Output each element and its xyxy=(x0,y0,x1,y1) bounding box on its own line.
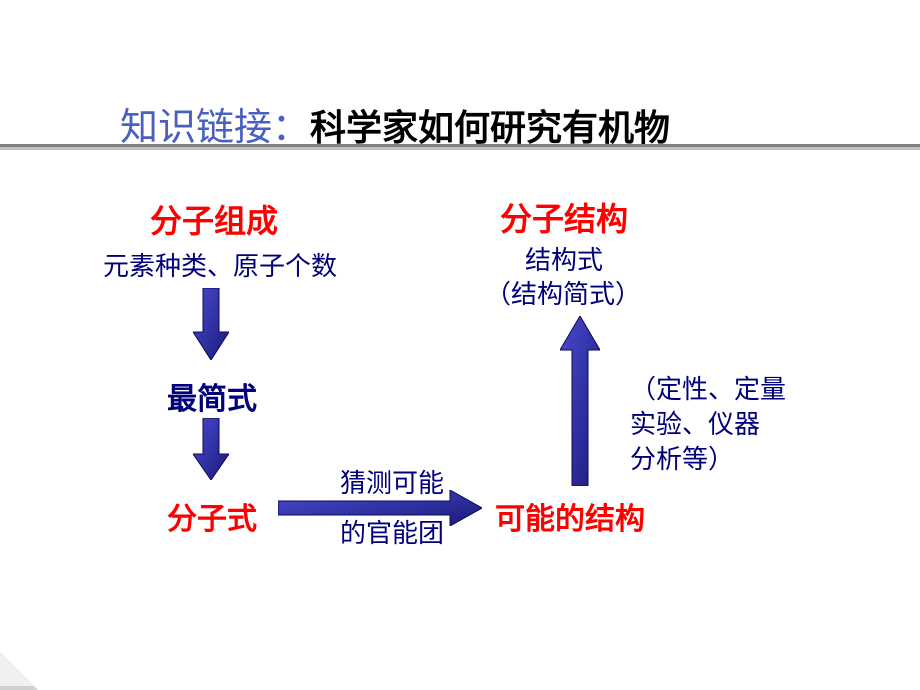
title-prefix: 知识链接： xyxy=(120,107,310,149)
node-possible: 可能的结构 xyxy=(495,494,645,538)
node-composition-text: 分子组成 xyxy=(150,203,278,239)
node-structure-sub1: 结构式 xyxy=(525,240,603,277)
arrow-right xyxy=(278,490,482,526)
arrow-down-1 xyxy=(193,288,229,360)
title-main: 科学家如何研究有机物 xyxy=(310,108,670,148)
label-methods-text: （定性、定量 实验、仪器 分析等） xyxy=(630,375,786,474)
node-simplest-text: 最简式 xyxy=(167,383,257,416)
node-structure-sub2: （结构简式） xyxy=(485,274,641,311)
node-structure: 分子结构 xyxy=(500,194,628,240)
node-structure-sub1-text: 结构式 xyxy=(525,246,603,275)
node-structure-text: 分子结构 xyxy=(500,201,628,237)
page-corner-fold-icon xyxy=(0,652,38,690)
node-composition-sub-text: 元素种类、原子个数 xyxy=(103,252,337,281)
node-simplest: 最简式 xyxy=(167,374,257,418)
node-composition: 分子组成 xyxy=(150,196,278,242)
node-molecular-text: 分子式 xyxy=(167,503,257,536)
node-molecular: 分子式 xyxy=(167,494,257,538)
node-structure-sub2-text: （结构简式） xyxy=(485,280,641,309)
arrow-down-2 xyxy=(193,418,229,480)
node-composition-sub: 元素种类、原子个数 xyxy=(103,246,337,283)
label-methods: （定性、定量 实验、仪器 分析等） xyxy=(630,372,786,477)
arrow-up xyxy=(560,316,600,486)
node-possible-text: 可能的结构 xyxy=(495,503,645,536)
slide-title: 知识链接：科学家如何研究有机物 xyxy=(120,96,860,151)
